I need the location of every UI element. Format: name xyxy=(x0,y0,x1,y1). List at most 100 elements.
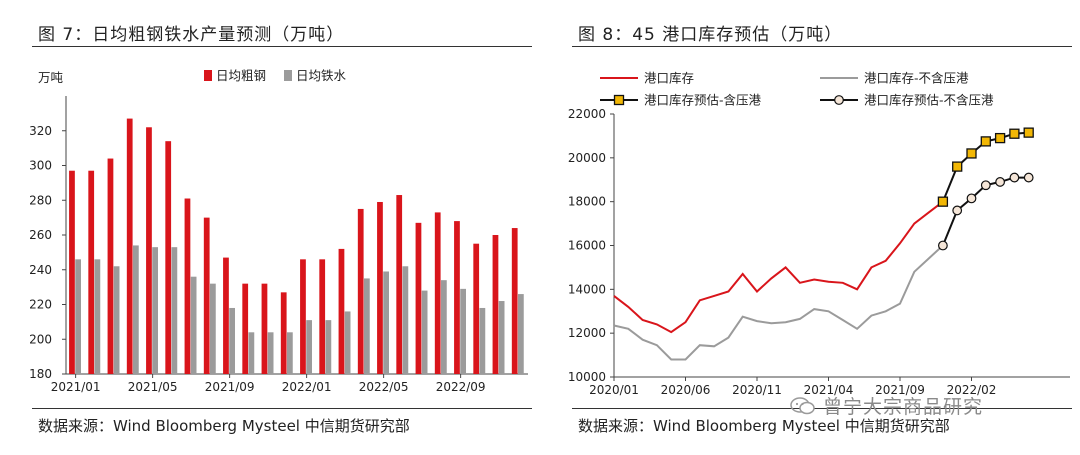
y-tick-label: 260 xyxy=(29,228,52,242)
right-title-rule xyxy=(572,46,1072,47)
bar-crude-steel xyxy=(242,283,249,374)
y-tick-label: 320 xyxy=(29,124,52,138)
y-tick-label: 240 xyxy=(29,263,52,277)
bar-crude-steel xyxy=(511,228,518,374)
bar-crude-steel xyxy=(415,222,422,374)
right-source-note: 数据来源：Wind Bloomberg Mysteel 中信期货研究部 xyxy=(578,417,950,435)
bar-crude-steel xyxy=(357,208,364,374)
legend-square-marker xyxy=(613,94,625,106)
x-tick-label: 2022/05 xyxy=(359,380,409,394)
bar-crude-steel xyxy=(261,283,268,374)
x-tick-label: 2021/04 xyxy=(804,383,854,397)
square-marker xyxy=(994,132,1006,144)
bar-hot-metal xyxy=(383,271,389,374)
legend-label: 日均粗钢 xyxy=(216,68,266,83)
bar-hot-metal xyxy=(171,247,178,374)
y-tick-label: 16000 xyxy=(568,239,606,253)
y-tick-label: 280 xyxy=(29,193,52,207)
bar-hot-metal xyxy=(479,307,486,374)
legend-swatch xyxy=(204,70,212,81)
y-tick-label: 14000 xyxy=(568,282,606,296)
square-marker xyxy=(966,148,977,159)
bar-hot-metal xyxy=(517,294,524,374)
y-tick-label: 12000 xyxy=(568,326,606,340)
right-chart-panel: 图 8：45 港口库存预估（万吨） 10000 12000 14000 16000 18… xyxy=(540,0,1080,455)
bar-hot-metal xyxy=(75,259,81,374)
wechat-icon xyxy=(790,396,816,416)
bar-crude-steel xyxy=(88,170,95,374)
x-tick-label: 2021/09 xyxy=(205,380,255,394)
bar-crude-steel xyxy=(377,201,383,374)
bar-crude-steel xyxy=(473,243,480,374)
series-line-1 xyxy=(613,244,944,361)
watermark: 曾宁大宗商品研究 xyxy=(790,392,983,419)
left-title-rule xyxy=(32,46,532,47)
right-line-chart: 10000 12000 14000 16000 18000 20000 22000 2020/… xyxy=(568,71,1070,397)
circle-marker xyxy=(995,177,1006,187)
square-marker xyxy=(1023,127,1034,138)
x-tick-label: 2020/06 xyxy=(661,383,711,397)
bar-crude-steel xyxy=(184,198,191,374)
square-marker xyxy=(937,196,949,207)
bar-hot-metal xyxy=(152,247,158,374)
circle-marker xyxy=(980,180,991,191)
bar-crude-steel xyxy=(300,259,306,374)
y-tick-label: 200 xyxy=(29,332,52,346)
bar-hot-metal xyxy=(363,278,370,374)
bar-crude-steel xyxy=(146,127,152,375)
legend-label: 港口库存 xyxy=(644,71,694,86)
bar-hot-metal xyxy=(248,332,255,374)
y-unit-label: 万吨 xyxy=(38,70,64,85)
circle-marker xyxy=(952,205,963,216)
y-tick-label: 220 xyxy=(29,298,52,312)
bar-crude-steel xyxy=(319,259,326,374)
bar-hot-metal xyxy=(498,301,505,374)
legend-label: 港口库存预估-不含压港 xyxy=(864,93,994,108)
circle-marker xyxy=(938,240,948,251)
x-tick-label: 2022/02 xyxy=(947,383,997,397)
square-marker xyxy=(980,136,991,147)
bar-crude-steel xyxy=(396,195,403,374)
bar-crude-steel xyxy=(492,235,499,374)
bar-hot-metal xyxy=(402,266,409,374)
bar-crude-steel xyxy=(454,221,460,374)
left-bottom-rule xyxy=(32,408,532,409)
y-tick-label: 22000 xyxy=(568,107,606,121)
left-chart-title: 图 7：日均粗钢铁水产量预测（万吨） xyxy=(38,25,345,45)
bar-crude-steel xyxy=(69,170,75,374)
legend-label: 港口库存-不含压港 xyxy=(864,71,969,86)
bar-hot-metal xyxy=(229,307,235,374)
right-bottom-rule xyxy=(572,408,1072,409)
bar-hot-metal xyxy=(286,332,293,374)
bar-hot-metal xyxy=(113,266,120,374)
left-source-note: 数据来源：Wind Bloomberg Mysteel 中信期货研究部 xyxy=(38,417,410,435)
square-marker xyxy=(952,161,963,172)
x-tick-label: 2021/09 xyxy=(875,383,925,397)
legend-swatch xyxy=(284,70,292,81)
bar-crude-steel xyxy=(203,217,210,374)
bar-hot-metal xyxy=(94,259,101,374)
y-tick-label: 20000 xyxy=(568,151,606,165)
bar-hot-metal xyxy=(440,280,447,374)
legend-circle-marker xyxy=(834,95,844,105)
x-tick-label: 2021/05 xyxy=(128,380,178,394)
circle-marker xyxy=(1009,172,1020,183)
bar-crude-steel xyxy=(434,212,441,374)
bar-hot-metal xyxy=(209,283,216,374)
left-chart-panel: 图 7：日均粗钢铁水产量预测（万吨） 万吨 180 200 220 240 260 280 3… xyxy=(29,25,532,435)
bar-hot-metal xyxy=(325,320,332,374)
legend-label: 日均铁水 xyxy=(296,68,347,83)
bar-hot-metal xyxy=(190,276,197,374)
x-tick-label: 2021/01 xyxy=(51,380,101,394)
bar-crude-steel xyxy=(280,292,287,374)
bar-hot-metal xyxy=(267,332,274,374)
bar-crude-steel xyxy=(126,118,133,375)
y-tick-label: 180 xyxy=(29,367,52,381)
square-marker xyxy=(1009,128,1020,139)
circle-marker xyxy=(1023,172,1034,183)
x-tick-label: 2020/11 xyxy=(732,383,782,397)
y-tick-label: 300 xyxy=(29,159,52,173)
series-line-0 xyxy=(613,200,944,334)
bar-hot-metal xyxy=(460,288,466,374)
bar-crude-steel xyxy=(107,158,114,374)
